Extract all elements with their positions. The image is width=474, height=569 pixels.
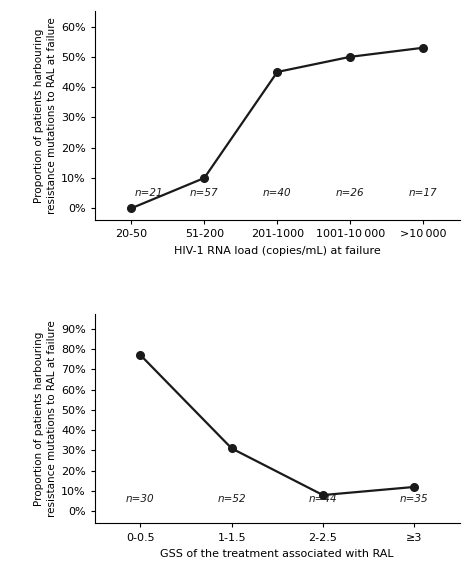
Text: n=57: n=57 [190, 188, 219, 197]
Text: n=40: n=40 [263, 188, 292, 197]
Text: n=52: n=52 [218, 494, 246, 504]
Text: n=30: n=30 [126, 494, 155, 504]
Text: n=21: n=21 [135, 188, 164, 197]
X-axis label: GSS of the treatment associated with RAL: GSS of the treatment associated with RAL [161, 550, 394, 559]
Text: n=44: n=44 [309, 494, 337, 504]
Text: n=17: n=17 [409, 188, 438, 197]
Y-axis label: Proportion of patients harbouring
resistance mutations to RAL at failure: Proportion of patients harbouring resist… [34, 18, 57, 215]
Y-axis label: Proportion of patients harbouring
resistance mutations to RAL at failure: Proportion of patients harbouring resist… [34, 320, 57, 517]
Text: n=35: n=35 [400, 494, 428, 504]
X-axis label: HIV-1 RNA load (copies/mL) at failure: HIV-1 RNA load (copies/mL) at failure [174, 246, 381, 257]
Text: n=26: n=26 [336, 188, 365, 197]
